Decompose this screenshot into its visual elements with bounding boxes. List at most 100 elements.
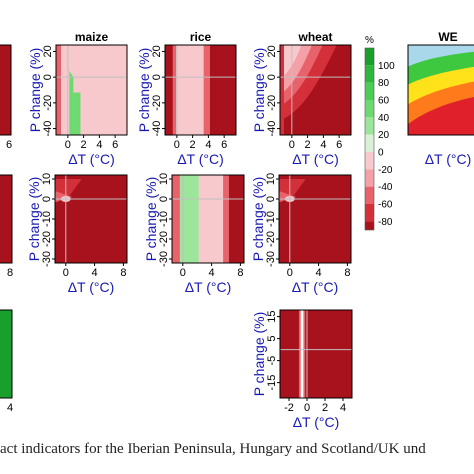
- colorbar-segment: [365, 100, 374, 118]
- x-axis-label: ΔT (°C): [292, 279, 339, 295]
- x-axis-label: ΔT (°C): [292, 151, 339, 167]
- y-tick-label: 0: [151, 74, 163, 80]
- red-left: [165, 45, 173, 135]
- y-tick-label: 0: [265, 196, 277, 202]
- x-axis-label: ΔT (°C): [177, 151, 224, 167]
- panel-frame: [0, 309, 13, 399]
- colorbar-tick-label: 0: [378, 148, 384, 159]
- panel-frame: [0, 44, 12, 136]
- x-tick-label: 4: [340, 402, 346, 414]
- panel-7: 0 4 8 10 0 -10 -20 -30 ΔT (°C) P change (%): [143, 173, 245, 295]
- panel-6: 0 4 8 10 0 -10 -20 -30 ΔT (°C) P change (%): [26, 173, 128, 295]
- y-tick-label: 0: [158, 196, 170, 202]
- y-tick-label: -10: [158, 211, 170, 227]
- y-tick-label: -20: [41, 231, 53, 247]
- panel-fill-1: [56, 45, 127, 135]
- y-tick-label: 20: [266, 45, 278, 57]
- x-tick-label: 0: [63, 267, 69, 279]
- x-tick-label: 0: [304, 402, 310, 414]
- y-axis-label: P change (%): [251, 312, 267, 397]
- panel-frame: [279, 309, 353, 399]
- panel-10: -2 0 2 4 15 5 -5 -15 ΔT (°C) P change (%): [251, 309, 353, 430]
- x-axis-label: ΔT (°C): [68, 279, 115, 295]
- panel-fill-10: [280, 310, 352, 398]
- panel-title: WE: [438, 30, 457, 44]
- y-tick-label: 10: [265, 173, 277, 185]
- y-tick-label: -10: [265, 211, 277, 227]
- panel-frame: [279, 44, 352, 136]
- red-left-edge: [172, 45, 177, 135]
- panel-9: 4: [0, 309, 13, 414]
- red-left: [172, 175, 180, 263]
- panel-fill-3: [280, 45, 351, 135]
- colorbar-tick-label: -80: [378, 217, 393, 228]
- colorbar-tick-label: 60: [378, 96, 390, 107]
- colorbar-segment: [365, 65, 374, 83]
- red-right-edge: [203, 45, 210, 135]
- x-tick-label: 8: [120, 267, 126, 279]
- y-axis-label: P change (%): [250, 177, 266, 262]
- panel-frame: [164, 44, 237, 136]
- x-tick-label: 2: [305, 139, 311, 151]
- panel-fill-7: [172, 175, 244, 263]
- x-tick-label: 4: [320, 139, 326, 151]
- y-tick-label: -5: [266, 356, 278, 366]
- y-tick-label: -20: [151, 95, 163, 111]
- x-tick-label: 0: [287, 267, 293, 279]
- y-tick-label: -10: [41, 211, 53, 227]
- x-tick-label: 2: [190, 139, 196, 151]
- y-tick-label: -20: [158, 231, 170, 247]
- x-tick-label: 6: [221, 139, 227, 151]
- panel-title: rice: [190, 30, 212, 44]
- y-axis-label: P change (%): [251, 48, 267, 133]
- x-axis-label: ΔT (°C): [185, 279, 232, 295]
- colorbar-tick-label: -60: [378, 200, 393, 211]
- colorbar-segment: [365, 152, 374, 170]
- x-tick-label: 8: [237, 267, 243, 279]
- panel-fill-6: [55, 175, 127, 263]
- y-axis-label: P change (%): [27, 48, 43, 133]
- x-tick-label: 4: [205, 139, 211, 151]
- cell-5: [0, 175, 12, 263]
- y-axis-label: P change (%): [136, 48, 152, 133]
- panel-0: 6: [0, 44, 12, 151]
- red-edge: [56, 45, 61, 135]
- colorbar-segment: [365, 134, 374, 152]
- panel-fill-5: [0, 175, 12, 263]
- x-tick-label: 0: [289, 139, 295, 151]
- x-tick-label: 2: [81, 139, 87, 151]
- panel-title: wheat: [297, 30, 332, 44]
- red-edge: [223, 175, 229, 263]
- cell-0: [0, 45, 11, 135]
- y-tick-label: 20: [42, 45, 54, 57]
- band-core: [300, 310, 304, 398]
- panel-fill-4: [408, 45, 474, 135]
- panel-frame: [55, 44, 128, 136]
- y-tick-label: 0: [42, 74, 54, 80]
- panel-fill-9: [0, 310, 12, 398]
- x-axis-label: ΔT (°C): [425, 151, 472, 167]
- colorbar-segment: [365, 204, 374, 222]
- y-axis-label: P change (%): [26, 177, 42, 262]
- panel-8: 0 4 8 10 0 -10 -20 -30 ΔT (°C) P change (%): [250, 173, 352, 295]
- y-tick-label: -30: [158, 251, 170, 267]
- colorbar-tick-label: -20: [378, 165, 393, 176]
- y-tick-label: 10: [158, 173, 170, 185]
- colorbar-tick-label: 20: [378, 130, 390, 141]
- y-tick-label: 5: [266, 336, 278, 342]
- colorbar-frame: [364, 47, 375, 231]
- panel-frame: [407, 44, 474, 136]
- x-tick-label: 2: [322, 402, 328, 414]
- x-tick-label: 6: [112, 139, 118, 151]
- colorbar-tick-label: 80: [378, 78, 390, 89]
- x-tick-label: 0: [174, 139, 180, 151]
- panel-4: WE ΔT (°C): [407, 30, 474, 167]
- colorbar-segment: [365, 117, 374, 135]
- panel-fill-0: [0, 45, 11, 135]
- left-edge: [280, 45, 284, 135]
- green-band: [179, 175, 199, 263]
